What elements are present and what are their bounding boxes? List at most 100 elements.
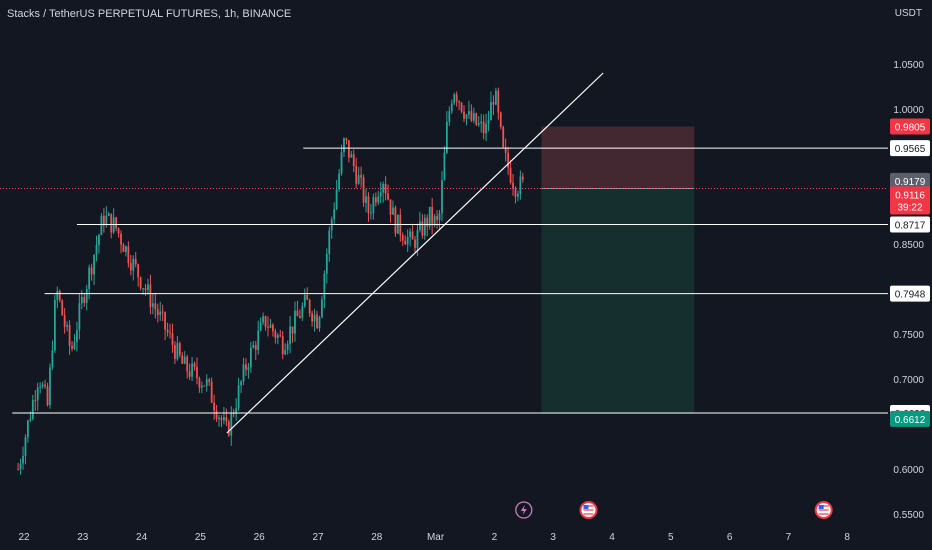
candle-body (240, 381, 242, 386)
candle-body (284, 349, 287, 355)
candle-body (521, 176, 524, 180)
candle-body (262, 316, 265, 323)
candle-body (31, 400, 34, 419)
candle-body (291, 326, 294, 334)
candle-body (24, 437, 27, 456)
candle-body (377, 196, 380, 203)
candle-body (460, 102, 463, 112)
candle-body (53, 299, 56, 351)
candle-body (409, 231, 412, 237)
candle-body (504, 147, 507, 153)
stop-loss-zone[interactable] (541, 126, 695, 189)
candle-body (497, 90, 500, 113)
candle-body (306, 294, 309, 300)
flag-canton (818, 505, 824, 509)
candle-body (252, 345, 255, 348)
candle-body (272, 324, 274, 332)
candle-body (102, 215, 105, 226)
candle-body (164, 312, 167, 330)
candle-body (406, 236, 409, 245)
candle-body (313, 314, 316, 322)
candle-body (267, 326, 269, 328)
level-price-label: 0.7948 (895, 290, 926, 301)
candle-body (110, 213, 113, 233)
candle-body (352, 154, 355, 167)
candle-body (215, 410, 218, 419)
candle-body (198, 378, 201, 388)
candle-body (210, 381, 213, 403)
candle-body (85, 288, 88, 303)
stop-price-badge (890, 118, 930, 135)
candle-body (428, 206, 431, 227)
candle-body (445, 121, 448, 153)
candle-body (482, 121, 485, 134)
candle-body (298, 316, 301, 318)
y-tick-label: 1.0500 (893, 60, 924, 71)
candle-body (308, 299, 311, 314)
level-price-label: 0.8717 (895, 220, 926, 231)
candle-body (509, 167, 512, 183)
x-tick-label: 23 (77, 532, 89, 543)
candle-body (19, 463, 22, 470)
candle-body (514, 188, 517, 197)
candle-body (485, 123, 487, 134)
candle-body (191, 363, 193, 377)
candle-body (76, 330, 78, 343)
candle-body (499, 112, 502, 128)
lightning-icon[interactable] (515, 501, 533, 519)
candle-body (176, 343, 179, 360)
level-price-badge (890, 140, 930, 157)
candle-body (455, 94, 458, 102)
trend-line[interactable] (226, 72, 604, 434)
candle-body (149, 284, 152, 307)
candle-body (296, 310, 299, 317)
candle-body (387, 193, 389, 200)
candle-body (115, 217, 118, 229)
candle-body (105, 215, 108, 226)
y-tick-label: 0.6000 (893, 465, 924, 476)
candle-body (321, 299, 323, 318)
candle-body (34, 400, 37, 402)
candle-body (161, 311, 164, 313)
candle-body (245, 364, 247, 370)
candle-body (281, 336, 284, 355)
stop-price-badge-label: 0.9805 (895, 123, 926, 134)
candle-body (477, 123, 480, 125)
candle-body (502, 127, 505, 148)
candle-body (458, 101, 461, 103)
candle-body (225, 417, 228, 422)
y-tick-label: 1.0000 (893, 105, 924, 116)
candle-body (117, 228, 120, 234)
candle-body (355, 166, 358, 184)
candle-body (294, 310, 296, 334)
candle-body (93, 254, 95, 275)
take-profit-zone[interactable] (541, 188, 695, 414)
candle-body (264, 316, 267, 327)
candle-body (517, 194, 519, 197)
candle-body (338, 173, 340, 190)
candle-body (443, 152, 446, 181)
candle-body (350, 154, 353, 158)
candle-body (144, 288, 147, 291)
candle-body (68, 324, 71, 346)
candle-body (490, 102, 492, 121)
candle-body (156, 309, 159, 315)
last-price-label: 0.9116 (895, 191, 925, 202)
candle-body (507, 152, 510, 168)
lightning-bolt (520, 505, 527, 515)
candle-body (242, 364, 245, 382)
candle-body (436, 216, 438, 220)
x-tick-label: 27 (312, 532, 324, 543)
candle-body (220, 417, 223, 421)
candle-body (178, 343, 181, 356)
candle-body (419, 221, 421, 230)
candle-body (80, 296, 83, 304)
candle-body (46, 386, 49, 405)
candle-body (276, 335, 279, 338)
candle-body (404, 240, 407, 245)
candle-body (27, 420, 29, 438)
candle-body (41, 384, 44, 387)
candle-body (257, 330, 260, 350)
candle-body (71, 345, 73, 349)
